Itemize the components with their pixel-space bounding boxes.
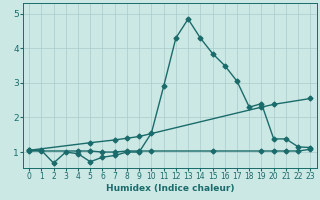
X-axis label: Humidex (Indice chaleur): Humidex (Indice chaleur) xyxy=(106,184,234,193)
